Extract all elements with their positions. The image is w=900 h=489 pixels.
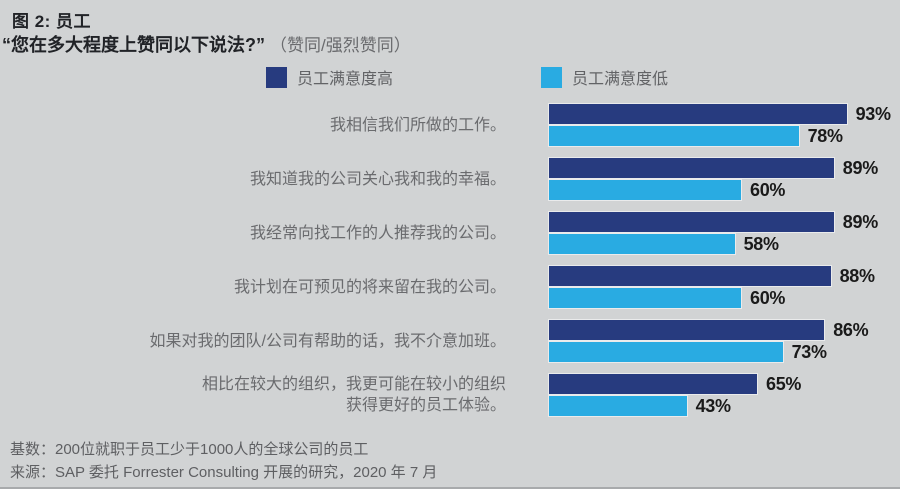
bar-line-low: 73% <box>548 341 868 363</box>
chart-row-5: 如果对我的团队/公司有帮助的话，我不介意加班。 86% 73% <box>0 319 900 374</box>
figure-title: 图 2: 员工 <box>12 12 92 31</box>
category-label: 我相信我们所做的工作。 <box>329 116 506 134</box>
bar-group: 65% 43% <box>548 373 802 418</box>
bar-value-low: 78% <box>807 126 843 146</box>
bar-high <box>547 319 826 341</box>
figure-question: “您在多大程度上赞同以下说法?” （赞同/强烈赞同） <box>2 31 411 57</box>
bar-value-high: 88% <box>839 266 875 286</box>
category-label: 我经常向找工作的人推荐我的公司。 <box>249 224 506 242</box>
bar-value-low: 60% <box>750 288 786 308</box>
footer-source: 来源：SAP 委托 Forrester Consulting 开展的研究，202… <box>10 464 438 481</box>
bar-line-low: 60% <box>548 287 875 309</box>
chart-row-6: 相比在较大的组织，我更可能在较小的组织 获得更好的员工体验。 65% 43% <box>0 373 900 428</box>
bar-value-low: 58% <box>743 234 779 254</box>
bar-low <box>548 287 742 309</box>
footer-base: 基数：200位就职于员工少于1000人的全球公司的员工 <box>10 441 369 458</box>
question-text: “您在多大程度上赞同以下说法?” <box>2 35 265 55</box>
category-label: 我计划在可预见的将来留在我的公司。 <box>233 278 506 296</box>
category-label: 如果对我的团队/公司有帮助的话，我不介意加班。 <box>149 332 506 350</box>
category-label: 相比在较大的组织，我更可能在较小的组织 获得更好的员工体验。 <box>201 376 506 414</box>
bar-value-low: 43% <box>695 396 731 416</box>
bar-chart: 我相信我们所做的工作。 93% 78% 我知道我的公司关心我和我的幸福。 89% <box>0 103 900 428</box>
legend-label-high: 员工满意度高 <box>297 71 394 88</box>
legend-swatch-high <box>266 66 287 88</box>
bar-high <box>548 211 835 233</box>
legend-swatch-low <box>541 66 562 88</box>
bar-value-high: 93% <box>855 104 891 124</box>
figure-footer: 基数：200位就职于员工少于1000人的全球公司的员工 来源：SAP 委托 Fo… <box>10 438 437 484</box>
bar-group: 89% 58% <box>548 211 878 256</box>
bar-low <box>548 341 784 363</box>
bar-line-high: 89% <box>548 211 878 233</box>
bar-high <box>548 157 835 179</box>
bar-line-high: 65% <box>548 373 802 395</box>
bar-value-low: 73% <box>791 342 827 362</box>
bar-low <box>548 125 800 147</box>
bar-value-high: 86% <box>833 320 869 340</box>
bar-line-low: 58% <box>548 233 878 255</box>
chart-row-2: 我知道我的公司关心我和我的幸福。 89% 60% <box>0 157 900 212</box>
bar-value-high: 89% <box>842 158 878 178</box>
bar-low <box>548 233 736 255</box>
bar-line-low: 43% <box>548 395 801 417</box>
bar-line-high: 93% <box>548 103 891 125</box>
legend-item-low: 员工满意度低 <box>541 66 668 88</box>
bar-line-high: 89% <box>548 157 878 179</box>
bar-line-low: 60% <box>548 179 878 201</box>
bar-line-high: 86% <box>547 319 869 341</box>
bar-low <box>548 179 742 201</box>
bar-line-low: 78% <box>548 125 891 147</box>
bar-high <box>548 373 758 395</box>
bar-high <box>548 103 848 125</box>
chart-row-3: 我经常向找工作的人推荐我的公司。 89% 58% <box>0 211 900 266</box>
bar-group: 93% 78% <box>548 103 891 148</box>
chart-row-4: 我计划在可预见的将来留在我的公司。 88% 60% <box>0 265 900 320</box>
legend-label-low: 员工满意度低 <box>572 71 669 88</box>
category-label: 我知道我的公司关心我和我的幸福。 <box>249 170 506 188</box>
legend-item-high: 员工满意度高 <box>266 66 393 88</box>
bar-value-high: 65% <box>766 374 802 394</box>
bar-group: 89% 60% <box>548 157 878 202</box>
question-note: （赞同/强烈赞同） <box>270 36 411 55</box>
bar-value-low: 60% <box>750 180 786 200</box>
bar-high <box>548 265 832 287</box>
bar-group: 86% 73% <box>547 319 869 364</box>
bar-low <box>548 395 688 417</box>
bottom-edge-line <box>0 487 900 489</box>
bar-group: 88% 60% <box>548 265 875 310</box>
chart-row-1: 我相信我们所做的工作。 93% 78% <box>0 103 900 158</box>
bar-value-high: 89% <box>842 212 878 232</box>
bar-line-high: 88% <box>548 265 875 287</box>
